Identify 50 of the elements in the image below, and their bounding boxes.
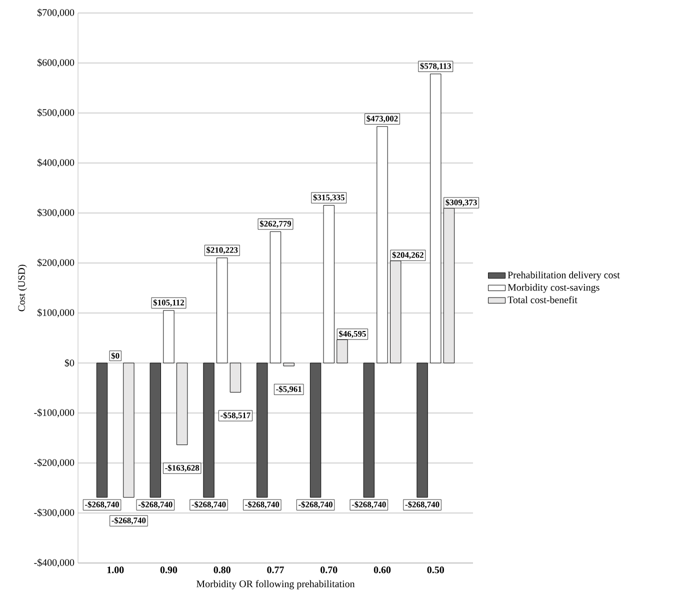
y-tick-label: -$200,000	[34, 458, 74, 468]
x-tick-label: 0.50	[427, 566, 444, 574]
data-label: -$268,740	[112, 517, 146, 525]
data-label: $262,779	[260, 220, 292, 228]
data-label: -$163,628	[165, 464, 200, 472]
x-tick-label: 0.80	[214, 566, 230, 574]
y-tick-label: -$300,000	[34, 508, 74, 518]
x-tick-label: 0.77	[267, 566, 284, 574]
data-label: $315,335	[313, 194, 344, 202]
data-label: $473,002	[366, 115, 398, 123]
y-tick-label: $300,000	[38, 208, 74, 218]
data-label: $210,223	[206, 246, 238, 254]
data-label: -$268,740	[85, 501, 119, 509]
data-label: $105,112	[153, 299, 184, 307]
data-label: -$58,517	[220, 412, 250, 420]
data-label: -$5,961	[276, 386, 302, 394]
data-label: $578,113	[420, 62, 451, 70]
bar	[123, 362, 134, 498]
data-label: -$268,740	[192, 501, 226, 509]
x-axis-title: Morbidity OR following prehabilitation	[196, 580, 355, 590]
data-label: -$268,740	[138, 501, 172, 509]
y-tick-label: $500,000	[38, 108, 74, 118]
x-tick-label: 0.90	[160, 566, 178, 574]
data-label: $0	[111, 352, 120, 360]
y-tick-label: $0	[64, 359, 74, 367]
y-tick-label: $200,000	[38, 258, 74, 268]
legend-label: Morbidity cost-savings	[508, 284, 600, 293]
y-tick-label: -$100,000	[34, 408, 74, 418]
bar	[230, 362, 242, 393]
data-label: $204,262	[392, 252, 424, 260]
x-tick-label: 0.70	[320, 566, 338, 574]
y-tick-label: $600,000	[38, 58, 74, 68]
legend-label: Prehabilitation delivery cost	[508, 271, 620, 280]
x-tick-label: 1.00	[107, 566, 124, 574]
y-tick-label: -$400,000	[34, 558, 74, 568]
data-label: -$268,740	[352, 501, 386, 509]
data-label: -$268,740	[405, 501, 440, 509]
bar	[176, 362, 188, 446]
x-tick-label: 0.60	[374, 566, 391, 574]
y-tick-label: $100,000	[38, 308, 74, 318]
y-tick-label: $400,000	[38, 158, 74, 168]
y-tick-label: $700,000	[38, 8, 74, 18]
legend-label: Total cost-benefit	[508, 296, 578, 304]
data-label: -$268,740	[298, 501, 332, 509]
bar	[283, 362, 294, 366]
bar	[270, 231, 282, 364]
y-axis-title: Cost (USD)	[18, 264, 27, 312]
data-label: $46,595	[338, 330, 366, 338]
data-label: -$268,740	[245, 501, 280, 509]
data-label: $309,373	[446, 199, 477, 207]
